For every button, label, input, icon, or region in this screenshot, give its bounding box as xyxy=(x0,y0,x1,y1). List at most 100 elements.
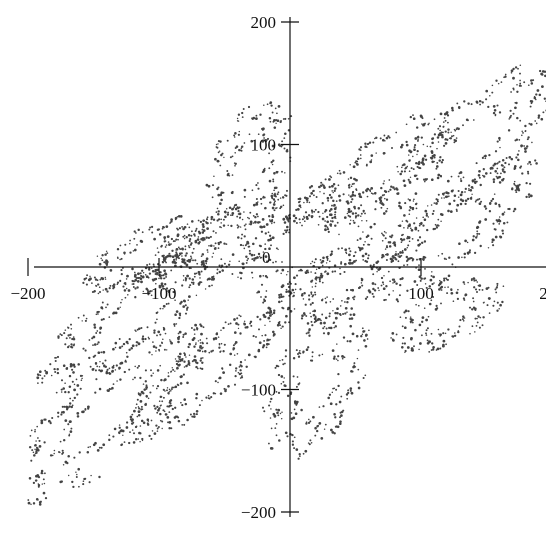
data-point xyxy=(171,260,175,264)
data-point xyxy=(514,189,517,192)
data-point xyxy=(236,117,239,120)
data-point xyxy=(337,384,340,388)
data-point xyxy=(264,232,267,235)
data-point xyxy=(276,269,279,272)
data-point xyxy=(234,152,236,154)
data-point xyxy=(116,281,120,284)
data-point xyxy=(51,416,54,420)
data-point xyxy=(146,326,149,329)
data-point xyxy=(477,315,480,318)
data-point xyxy=(309,303,312,306)
data-point xyxy=(70,343,73,346)
data-point xyxy=(407,224,411,228)
data-point xyxy=(92,344,94,346)
data-point xyxy=(299,221,301,224)
data-point xyxy=(304,220,306,222)
data-point xyxy=(186,418,189,422)
data-point xyxy=(284,194,287,197)
data-point xyxy=(285,231,288,234)
data-point xyxy=(356,357,359,360)
data-point xyxy=(428,122,430,125)
data-point xyxy=(471,179,475,183)
data-point xyxy=(199,220,203,224)
data-point xyxy=(87,278,91,282)
data-point xyxy=(172,368,175,371)
data-point xyxy=(207,251,209,253)
data-point xyxy=(321,217,325,221)
data-point xyxy=(372,193,374,195)
data-point xyxy=(462,297,465,300)
data-point xyxy=(416,239,420,242)
data-point xyxy=(67,326,70,329)
data-point xyxy=(236,317,239,320)
data-point xyxy=(224,211,227,214)
data-point xyxy=(93,343,97,346)
data-point xyxy=(165,255,168,259)
data-point xyxy=(328,210,331,213)
data-point xyxy=(265,342,269,346)
data-point xyxy=(409,227,412,230)
data-point xyxy=(170,387,173,391)
data-point xyxy=(263,410,266,413)
data-point xyxy=(342,171,346,174)
data-point xyxy=(332,322,335,324)
data-point xyxy=(152,263,155,266)
data-point xyxy=(302,298,305,300)
data-point xyxy=(420,334,423,337)
data-point xyxy=(344,306,348,310)
data-point xyxy=(370,154,374,157)
data-point xyxy=(152,345,156,348)
data-point xyxy=(269,314,272,317)
data-point xyxy=(203,238,206,241)
data-point xyxy=(170,243,172,245)
data-point xyxy=(519,82,522,85)
data-point xyxy=(274,107,277,110)
data-point xyxy=(417,138,419,141)
data-point xyxy=(280,295,283,299)
data-point xyxy=(325,255,329,259)
data-point xyxy=(392,339,395,342)
data-point xyxy=(328,393,332,396)
data-point xyxy=(97,313,99,315)
data-point xyxy=(364,374,367,377)
data-point xyxy=(162,396,165,399)
data-point xyxy=(284,355,287,358)
data-point xyxy=(401,166,403,169)
data-point xyxy=(418,348,420,351)
data-point xyxy=(303,313,306,316)
data-point xyxy=(535,93,538,96)
data-point xyxy=(407,244,410,247)
data-point xyxy=(271,206,275,210)
data-point xyxy=(269,309,272,313)
data-point xyxy=(321,353,324,356)
data-point xyxy=(139,272,142,275)
data-point xyxy=(432,345,435,349)
data-point xyxy=(481,324,484,327)
data-point xyxy=(418,323,422,327)
data-point xyxy=(276,112,278,115)
data-point xyxy=(336,343,338,345)
data-point xyxy=(496,104,499,107)
data-point xyxy=(163,288,165,290)
data-point xyxy=(34,479,38,482)
data-point xyxy=(257,215,259,218)
data-point xyxy=(464,294,467,297)
data-point xyxy=(496,309,499,312)
data-point xyxy=(241,218,244,221)
data-point xyxy=(149,226,152,229)
data-point xyxy=(383,299,386,302)
data-point xyxy=(195,413,198,416)
data-point xyxy=(448,256,451,259)
data-point xyxy=(414,328,417,332)
data-point xyxy=(169,389,172,392)
data-point xyxy=(293,291,295,294)
data-point xyxy=(168,401,171,404)
data-point xyxy=(54,370,57,374)
data-point xyxy=(504,73,507,76)
data-point xyxy=(464,187,467,191)
data-point xyxy=(412,117,416,121)
data-point xyxy=(282,363,285,366)
data-point xyxy=(447,328,450,331)
data-point xyxy=(381,239,384,242)
data-point xyxy=(362,211,365,213)
